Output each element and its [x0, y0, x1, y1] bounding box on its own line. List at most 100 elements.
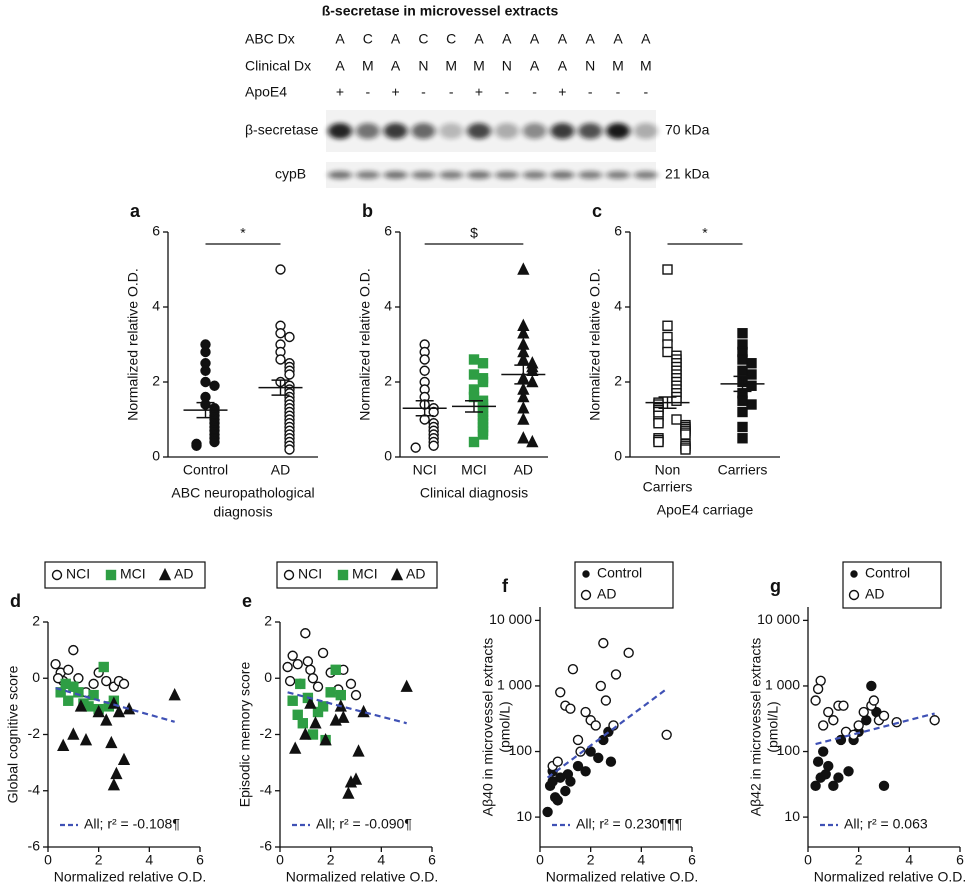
row-label: ApoE4	[245, 84, 287, 100]
legend-marker	[158, 567, 172, 581]
x-tick-label: 0	[44, 852, 52, 868]
point	[63, 664, 74, 676]
point	[275, 328, 286, 339]
point	[812, 683, 824, 695]
lane-label: -	[532, 84, 537, 100]
point	[590, 720, 601, 731]
point	[335, 689, 346, 701]
point	[737, 421, 748, 433]
point	[73, 687, 84, 698]
point	[572, 760, 584, 772]
legend-marker	[582, 570, 590, 578]
legend-marker	[850, 570, 858, 578]
point	[200, 346, 211, 358]
point	[73, 673, 84, 684]
point	[585, 746, 596, 757]
point	[843, 766, 854, 777]
point	[300, 628, 311, 639]
point	[662, 264, 673, 275]
y-tick-label: -4	[28, 781, 41, 797]
point	[419, 365, 430, 376]
y-tick-label: 10	[516, 808, 532, 824]
y-tick-label: 10 000	[489, 611, 532, 627]
point	[810, 695, 821, 706]
band	[633, 171, 658, 179]
point	[68, 644, 79, 656]
category-label: Carriers	[718, 462, 768, 478]
band	[383, 123, 408, 139]
legend-label: MCI	[120, 566, 146, 582]
error-bar	[196, 401, 215, 419]
point	[88, 689, 99, 701]
point	[737, 433, 748, 444]
point	[653, 418, 664, 429]
point	[878, 780, 890, 792]
point	[275, 354, 286, 365]
point	[866, 680, 877, 692]
annotation: All; r² = 0.230¶¶¶	[576, 816, 682, 832]
lane-label: A	[558, 58, 568, 74]
point	[828, 715, 839, 726]
point	[820, 769, 831, 780]
y-tick-label: 10	[784, 808, 800, 824]
x-axis-label: ApoE4 carriage	[657, 502, 754, 518]
point	[552, 795, 563, 806]
point	[823, 706, 834, 718]
y-tick-label: 2	[384, 373, 392, 389]
y-axis-label: Global cognitive score	[5, 665, 21, 803]
point	[400, 679, 413, 692]
point	[526, 434, 539, 448]
band	[606, 171, 630, 179]
point	[284, 369, 295, 380]
lane-label: A	[530, 58, 540, 74]
band	[494, 123, 519, 139]
point	[287, 650, 298, 661]
point	[302, 656, 314, 667]
legend-label: Control	[865, 565, 910, 581]
legend-label: Control	[597, 565, 642, 581]
point	[833, 772, 844, 783]
legend-marker	[105, 569, 117, 581]
point	[580, 766, 591, 777]
lane-label: A	[391, 58, 401, 74]
point	[330, 664, 341, 676]
lane-label: C	[363, 31, 373, 47]
point	[572, 734, 584, 746]
lane-label: A	[335, 31, 345, 47]
y-tick-label: 6	[614, 223, 622, 239]
legend-marker	[848, 589, 860, 601]
y-tick-label: 100	[777, 742, 801, 758]
blot-title: ß-secretase in microvessel extracts	[322, 3, 559, 19]
point	[88, 678, 99, 690]
y-tick-label: 2	[32, 613, 40, 629]
x-tick-label: 6	[428, 852, 436, 868]
y-tick-label: -2	[260, 725, 273, 741]
legend-label: NCI	[298, 566, 322, 582]
band	[494, 171, 519, 179]
lane-label: M	[473, 58, 485, 74]
band	[328, 123, 352, 139]
x-tick-label: 0	[536, 852, 544, 868]
legend-label: AD	[597, 586, 616, 602]
point	[878, 710, 890, 722]
band	[578, 171, 603, 179]
lane-label: A	[558, 31, 568, 47]
point	[305, 664, 316, 676]
point	[477, 358, 489, 369]
fit-line	[815, 712, 935, 746]
lane-label: A	[474, 31, 484, 47]
x-axis-label: Normalized relative O.D.	[54, 869, 207, 885]
x-tick-label: 0	[804, 852, 812, 868]
point	[317, 701, 329, 712]
point	[671, 395, 682, 406]
point	[517, 431, 530, 444]
point	[737, 354, 748, 365]
point	[325, 687, 336, 698]
lane-label: A	[613, 31, 623, 47]
annotation: All; r² = -0.108¶	[84, 816, 180, 832]
point	[287, 695, 298, 706]
panel-label: d	[10, 591, 21, 611]
point	[858, 706, 869, 718]
point	[517, 262, 530, 275]
